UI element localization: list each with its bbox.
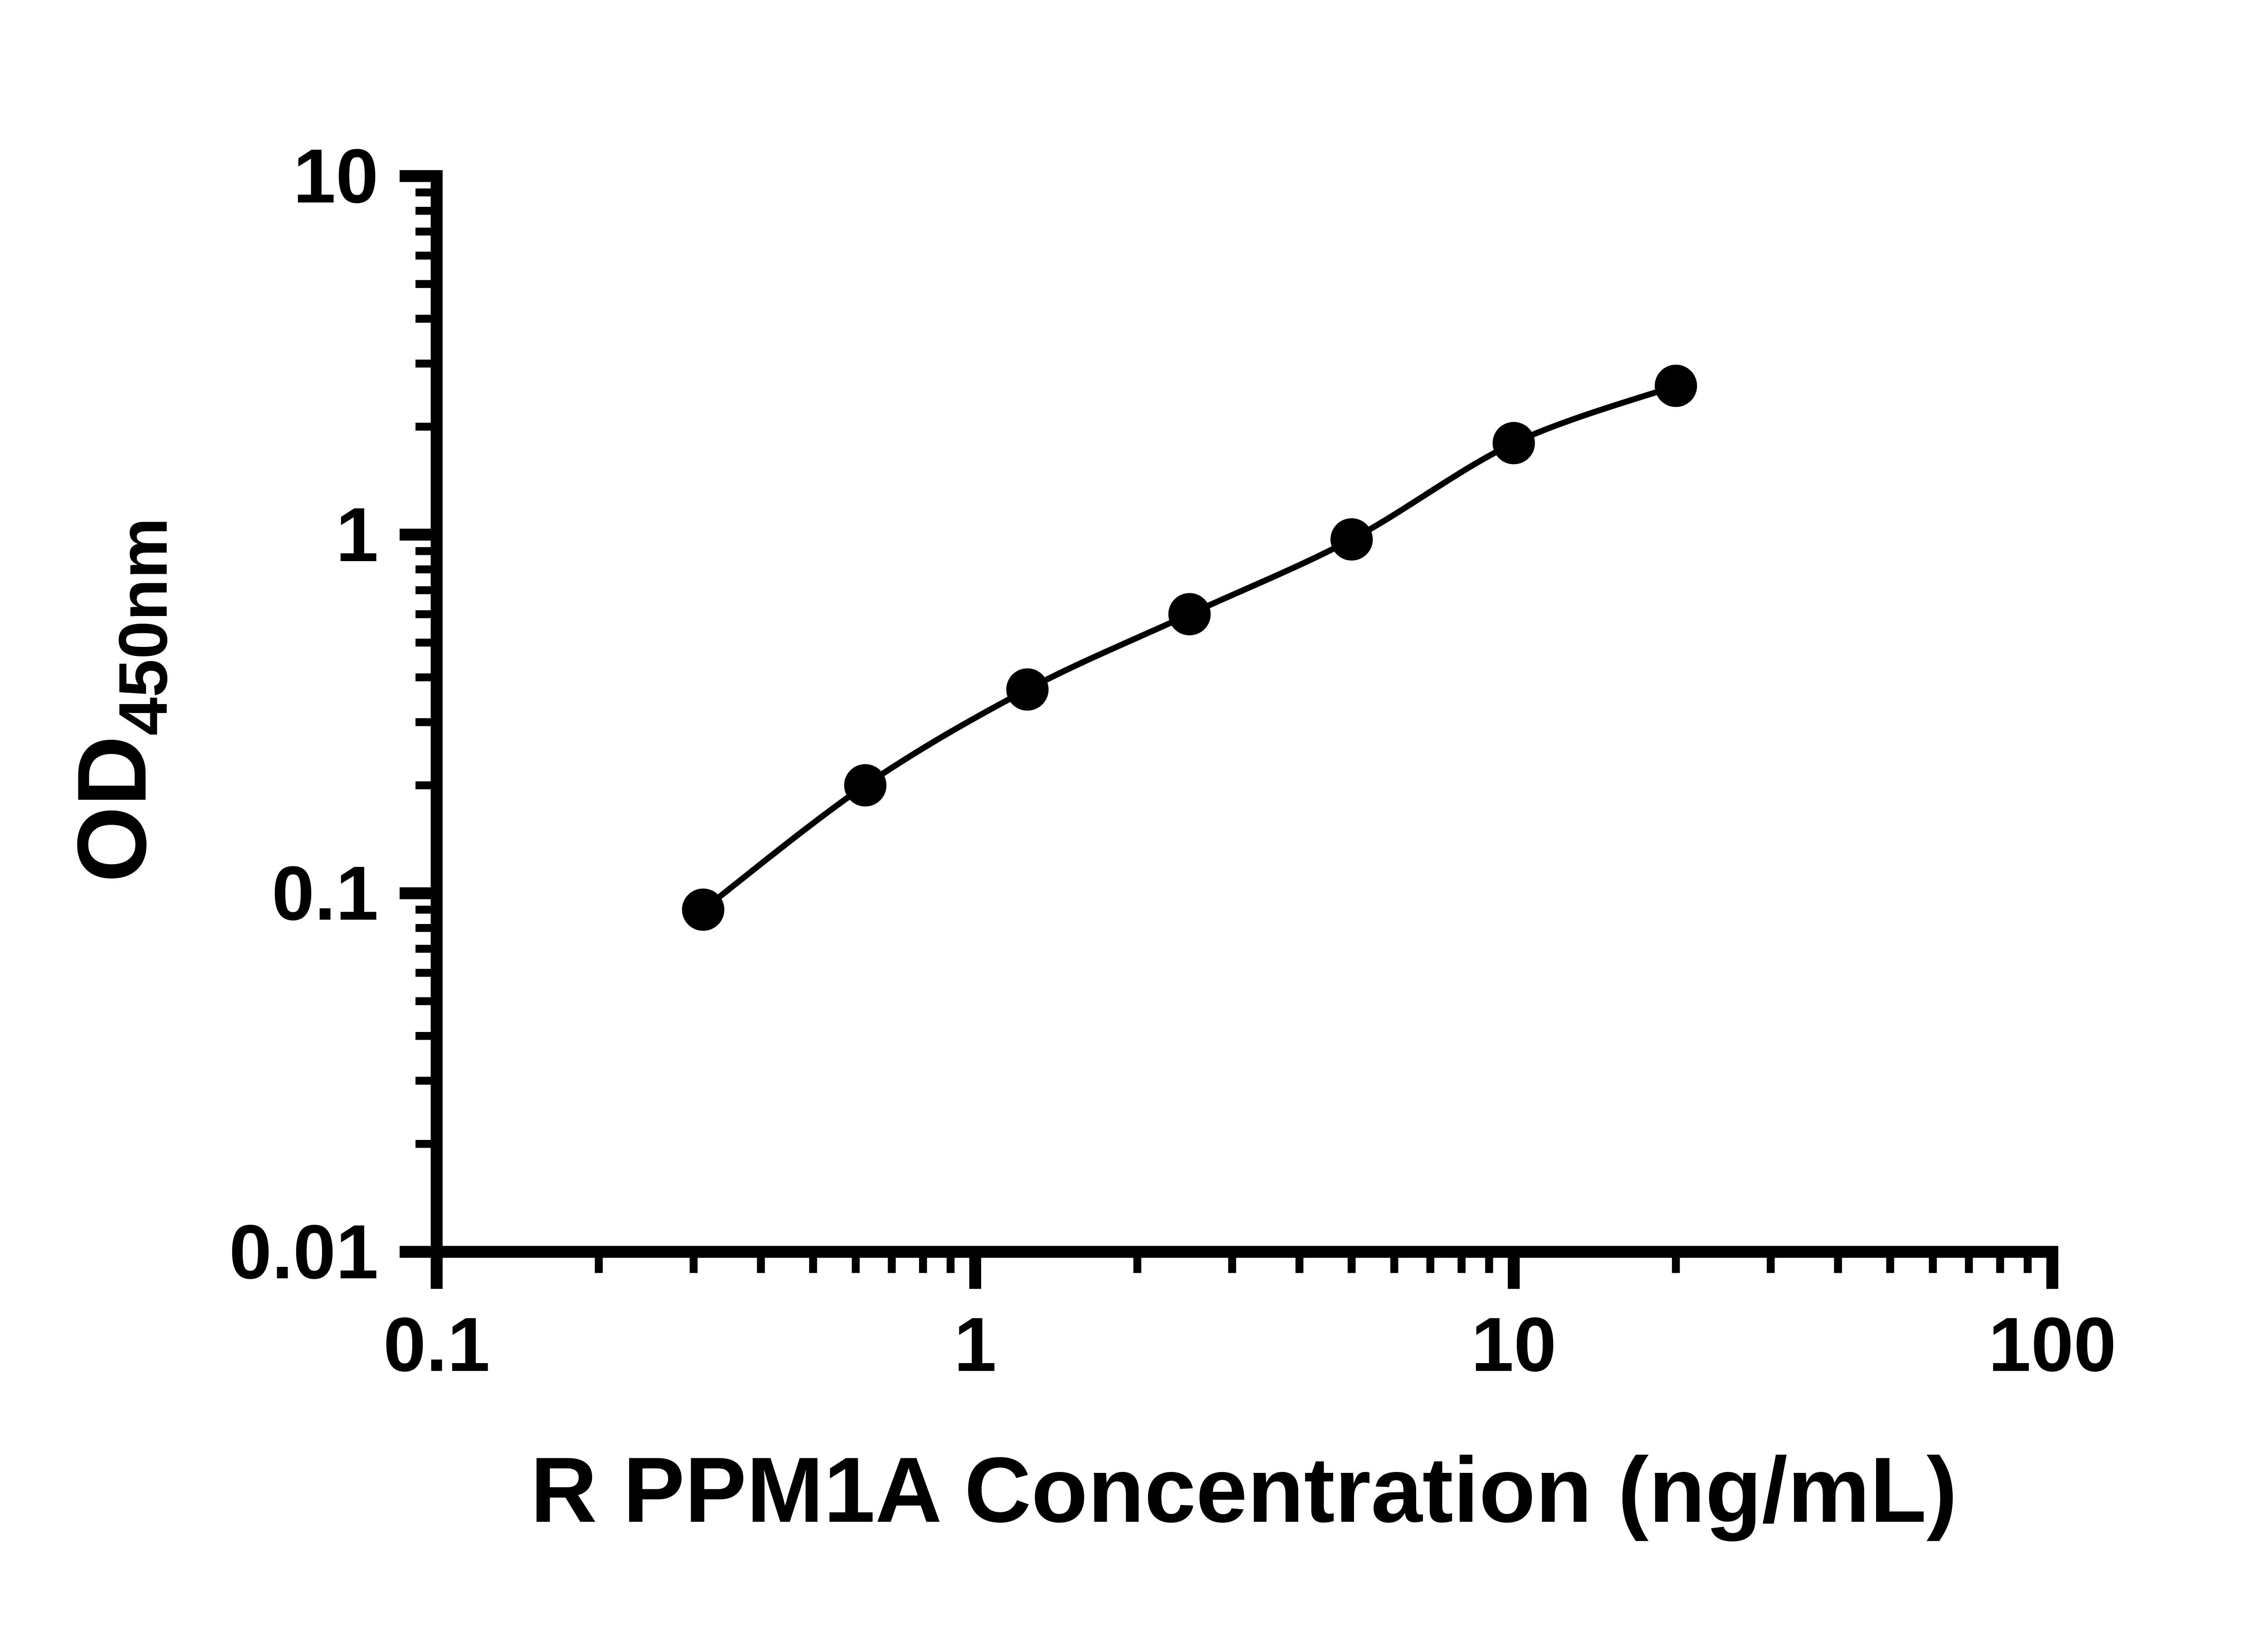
y-axis-title-main: OD: [57, 736, 166, 883]
data-point: [1330, 518, 1373, 561]
data-point: [1492, 422, 1535, 464]
x-axis-title: R PPM1A Concentration (ng/mL): [530, 1438, 1957, 1542]
x-tick-label: 100: [1988, 1301, 2116, 1387]
x-tick-label: 0.1: [383, 1301, 490, 1387]
x-tick-label: 10: [1471, 1301, 1556, 1387]
x-tick-label: 1: [954, 1301, 997, 1387]
data-layer: [682, 364, 1697, 931]
y-tick-label: 10: [293, 133, 378, 219]
y-tick-label: 0.01: [229, 1209, 378, 1295]
y-tick-label: 1: [336, 492, 378, 577]
y-axis-title-subscript: 450nm: [105, 518, 182, 736]
data-point: [844, 764, 887, 807]
data-point: [682, 888, 724, 931]
standard-curve-line: [700, 383, 1679, 913]
y-axis-title: OD450nm: [57, 518, 182, 882]
data-point: [1654, 364, 1697, 407]
data-point: [1168, 593, 1211, 636]
data-point: [1006, 668, 1049, 711]
axis-lines: [430, 170, 2058, 1258]
y-tick-label: 0.1: [272, 851, 378, 936]
